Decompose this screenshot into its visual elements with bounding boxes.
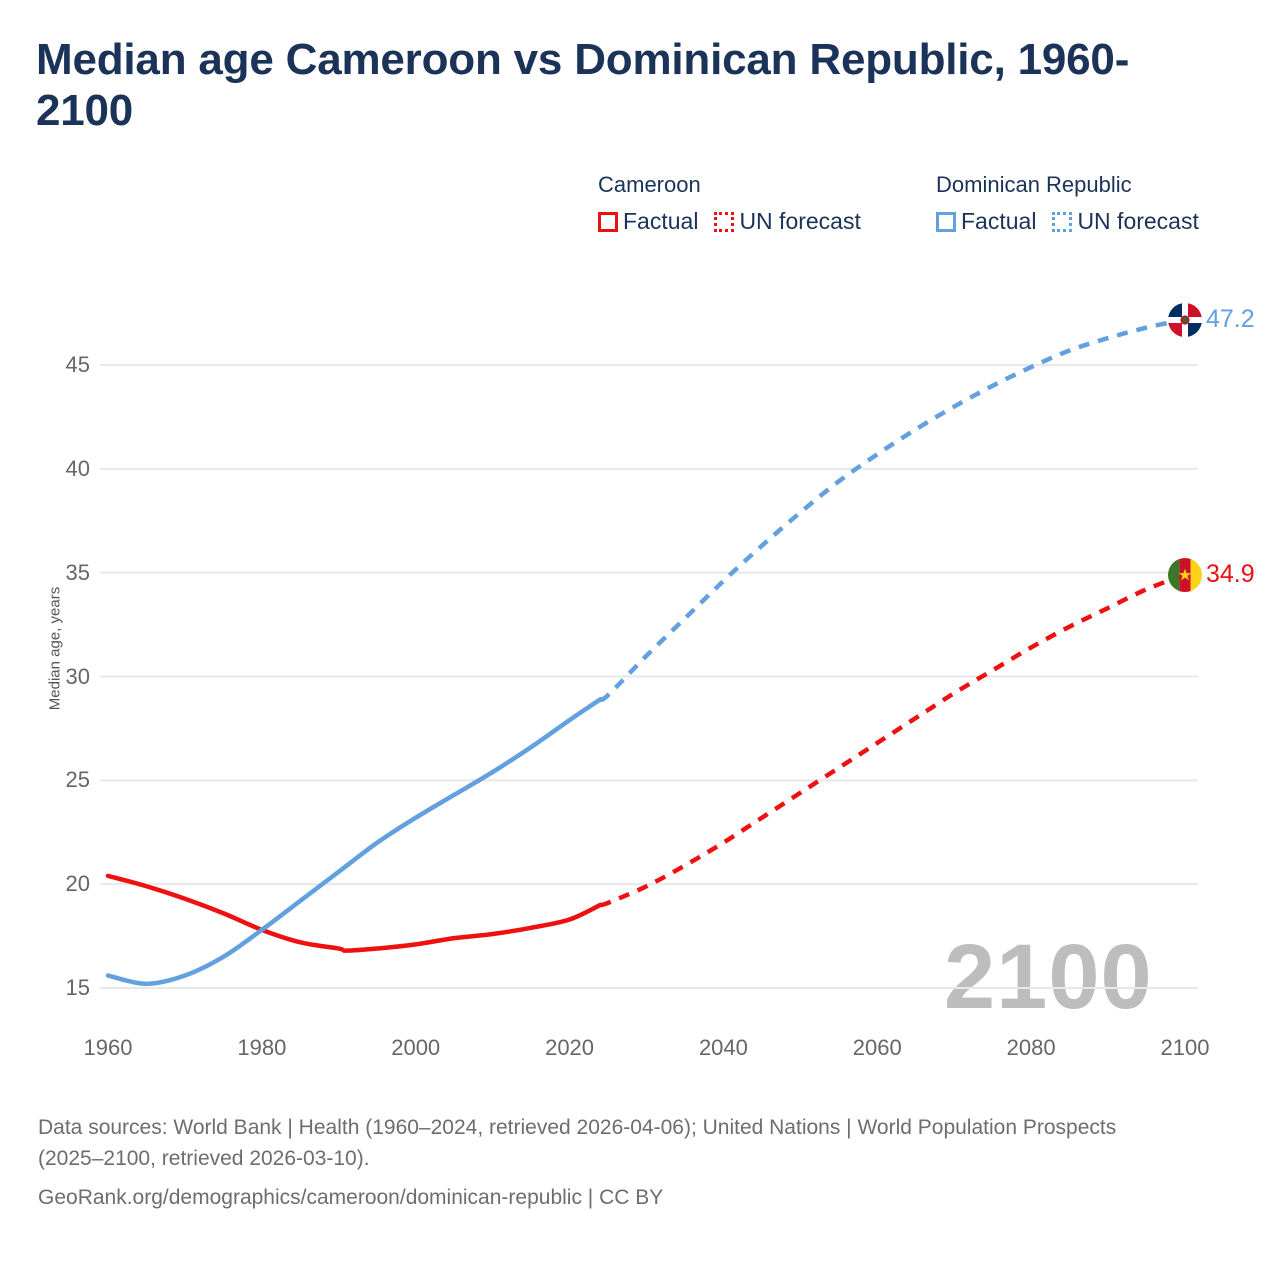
cameroon-flag-icon	[1168, 558, 1202, 592]
legend-label-dominican-factual: Factual	[961, 208, 1037, 234]
legend-item-cameroon-forecast[interactable]: UN forecast	[714, 208, 861, 235]
legend-swatch-dotted-icon	[1052, 211, 1073, 232]
y-tick-label: 15	[65, 975, 90, 1000]
y-tick-label: 25	[65, 767, 90, 793]
cameroon-end-value: 34.9	[1206, 560, 1255, 588]
legend-heading-dominican-republic: Dominican Republic	[936, 172, 1132, 197]
x-tick-label: 2000	[391, 1035, 441, 1060]
legend-item-cameroon-factual[interactable]: Factual	[598, 208, 698, 235]
watermark-year: 2100	[944, 926, 1153, 1028]
y-tick-label: 35	[65, 559, 90, 585]
footer-line-2: GeoRank.org/demographics/cameroon/domini…	[38, 1186, 664, 1210]
legend-label-dominican-forecast: UN forecast	[1077, 208, 1199, 234]
page-title: Median age Cameroon vs Dominican Republi…	[36, 35, 1130, 136]
footer-sources: Data sources: World Bank | Health (1960–…	[38, 1112, 1178, 1213]
legend-label-cameroon-forecast: UN forecast	[739, 208, 861, 234]
y-tick-label: 30	[65, 663, 90, 689]
legend-swatch-solid-icon	[598, 211, 618, 232]
y-axis-label: Median age, years	[46, 586, 64, 711]
footer-line-1: Data sources: World Bank | Health (1960–…	[38, 1116, 1117, 1171]
dominican-republic-end-value: 47.2	[1206, 305, 1255, 333]
legend-item-dominican-forecast[interactable]: UN forecast	[1052, 208, 1199, 235]
chart-legend: Cameroon Factual UN forecast Dominican R…	[598, 172, 1258, 252]
y-tick-label: 40	[65, 455, 90, 481]
x-tick-label: 1960	[83, 1035, 133, 1060]
legend-heading-cameroon: Cameroon	[598, 172, 701, 197]
x-tick-label: 2020	[545, 1035, 595, 1060]
legend-group-cameroon: Cameroon Factual UN forecast	[598, 172, 861, 235]
x-tick-label: 2100	[1160, 1035, 1210, 1060]
legend-swatch-dotted-icon	[714, 211, 735, 232]
legend-swatch-solid-icon	[936, 211, 956, 232]
y-tick-label: 45	[65, 352, 90, 377]
legend-label-cameroon-factual: Factual	[623, 208, 699, 234]
x-tick-label: 2060	[852, 1035, 902, 1060]
x-tick-label: 2040	[698, 1035, 748, 1060]
x-tick-label: 2080	[1006, 1035, 1056, 1060]
x-tick-label: 1980	[237, 1035, 287, 1060]
legend-group-dominican-republic: Dominican Republic Factual UN forecast	[936, 172, 1199, 235]
dominican-republic-flag-icon	[1168, 303, 1202, 337]
y-tick-label: 20	[65, 871, 90, 897]
legend-item-dominican-factual[interactable]: Factual	[936, 208, 1036, 235]
